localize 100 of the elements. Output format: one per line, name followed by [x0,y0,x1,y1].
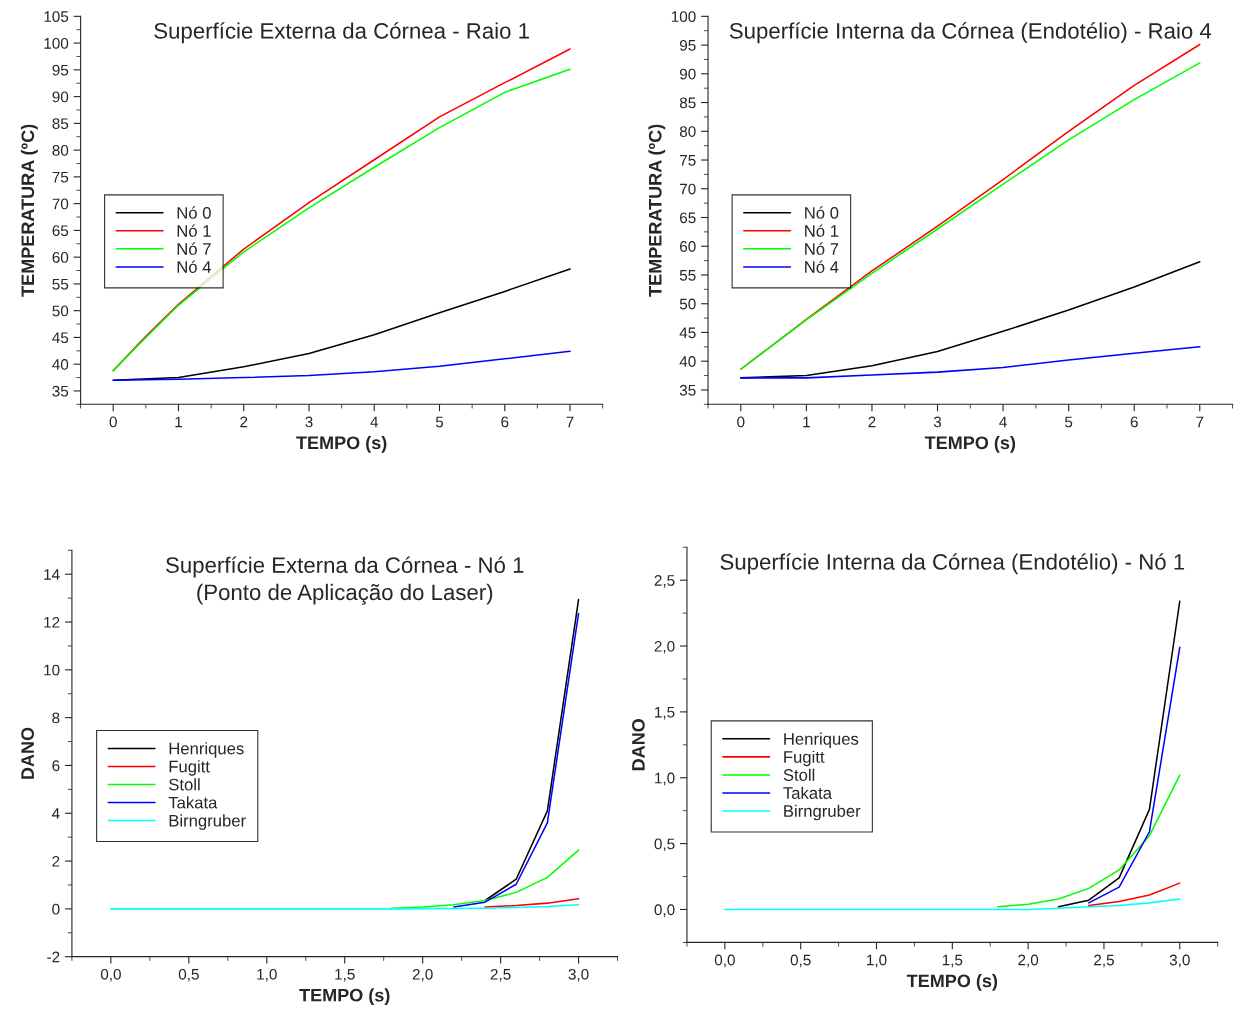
y-tick-label: 14 [44,569,60,580]
y-tick-label: 60 [52,252,69,263]
legend-label: Takata [783,786,832,799]
y-tick-label: 90 [52,91,69,103]
y-tick-label: 1,0 [655,772,675,786]
text: Superfície Externa da Córnea - Nó 1 (Ponto de Aplicação do Laser) [166,556,524,605]
legend-label: Henriques [784,732,859,749]
legend-label: Nó 1 [177,224,211,237]
x-tick-label: 1,0 [867,954,887,968]
legend-label: Nó 7 [805,242,839,255]
line-series [724,898,1181,911]
x-tick-label: 4 [999,416,1007,428]
y-tick-label: 105 [44,11,69,23]
legend-label: Nó 4 [805,260,839,273]
x-axis-title: TEMPO (s) [296,435,387,453]
x-axis-title: TEMPO (s) [906,973,998,991]
y-tick-label: 95 [52,64,69,76]
y-tick-label: 6 [52,760,60,772]
y-tick-label: 35 [52,385,69,397]
x-tick-label: 2,5 [490,968,511,982]
y-tick-label: 70 [52,198,69,210]
y-tick-label: 2,5 [654,575,675,588]
line-series [453,612,580,908]
chart-title: Superfície Externa da Córnea - Raio 1 [154,22,529,44]
y-axis-title: DANO [21,727,34,779]
y-tick-label: 8 [52,712,60,724]
x-tick-label: 1,5 [335,969,355,982]
x-tick-label: 2 [240,416,248,428]
x-tick-label: 3 [933,416,942,428]
x-tick-label: 3,0 [1169,954,1190,968]
y-tick-label: 40 [52,359,69,370]
y-tick-label: 2,0 [654,640,675,654]
y-tick-label: 100 [671,11,696,23]
x-tick-label: 7 [566,416,574,428]
y-tick-label: 55 [52,278,69,290]
x-tick-label: 1 [175,416,182,428]
x-tick-label: 6 [1130,416,1138,428]
legend-label: Fugitt [169,760,210,776]
line-series [997,774,1181,908]
line-series [1057,600,1181,908]
legend-label: Birngruber [784,804,861,821]
y-tick-label: 45 [52,332,69,344]
legend-label: Henriques [169,742,244,758]
y-tick-label: 1,5 [655,706,675,720]
x-tick-label: 0,5 [178,968,199,982]
chart-title: Superfície Interna da Córnea (Endotélio) - Raio 4 [729,22,1212,44]
x-tick-label: 3 [305,416,313,428]
legend-label: Nó 1 [805,224,839,237]
line-series [1088,646,1181,904]
x-tick-label: 2,0 [412,968,433,982]
x-tick-label: 1 [803,416,810,428]
chart-title: Superfície Interna da Córnea (Endotélio) - Nó 1 [720,553,1185,575]
line-series [484,898,580,908]
y-tick-label: -2 [47,951,60,963]
y-tick-label: 75 [52,171,69,183]
y-tick-label: 50 [679,298,696,310]
y-tick-label: 65 [52,225,69,237]
x-tick-label: 0 [109,416,117,428]
x-tick-label: 2 [868,416,876,428]
x-tick-label: 0,0 [100,968,121,982]
y-tick-label: 100 [44,37,69,49]
y-tick-label: 12 [44,616,60,628]
y-tick-label: 75 [680,155,696,166]
y-tick-label: 45 [679,327,696,339]
y-axis-title: TEMPERATURA (ºC) [20,124,38,297]
x-tick-label: 2,0 [1018,954,1039,968]
y-axis-title: DANO [632,719,645,771]
legend-label: Fugitt [784,750,825,767]
x-tick-label: 5 [435,416,444,428]
y-axis-title: TEMPERATURA (ºC) [648,124,666,297]
x-axis-title: TEMPO (s) [299,988,390,1006]
y-tick-label: 80 [52,144,69,156]
y-tick-label: 35 [679,384,696,396]
line-series [112,350,571,381]
y-tick-label: 40 [679,356,696,367]
y-tick-label: 95 [679,39,696,51]
x-tick-label: 0,5 [790,954,811,968]
y-tick-label: 80 [679,126,696,137]
x-tick-label: 6 [501,416,509,428]
y-tick-label: 60 [680,241,696,252]
x-tick-label: 0,0 [714,954,735,968]
y-tick-label: 85 [679,97,696,109]
x-tick-label: 7 [1196,416,1204,428]
line-series [1088,882,1181,907]
x-tick-label: 5 [1065,416,1073,428]
x-axis-title: TEMPO (s) [924,435,1016,453]
legend-label: Stoll [169,778,200,791]
y-tick-label: 55 [679,270,696,281]
x-tick-label: 1,5 [942,954,963,968]
line-series [740,346,1201,379]
y-tick-label: 0 [52,903,60,915]
x-tick-label: 1,0 [257,968,277,982]
legend-label: Takata [168,796,218,809]
legend-label: Nó 0 [805,206,839,219]
y-tick-label: 0,5 [654,838,675,852]
x-tick-label: 2,5 [1094,954,1114,968]
legend-label: Nó 0 [177,206,211,219]
legend-label: Birngruber [169,814,246,830]
y-tick-label: 4 [51,808,60,819]
y-tick-label: 0,0 [654,904,675,917]
